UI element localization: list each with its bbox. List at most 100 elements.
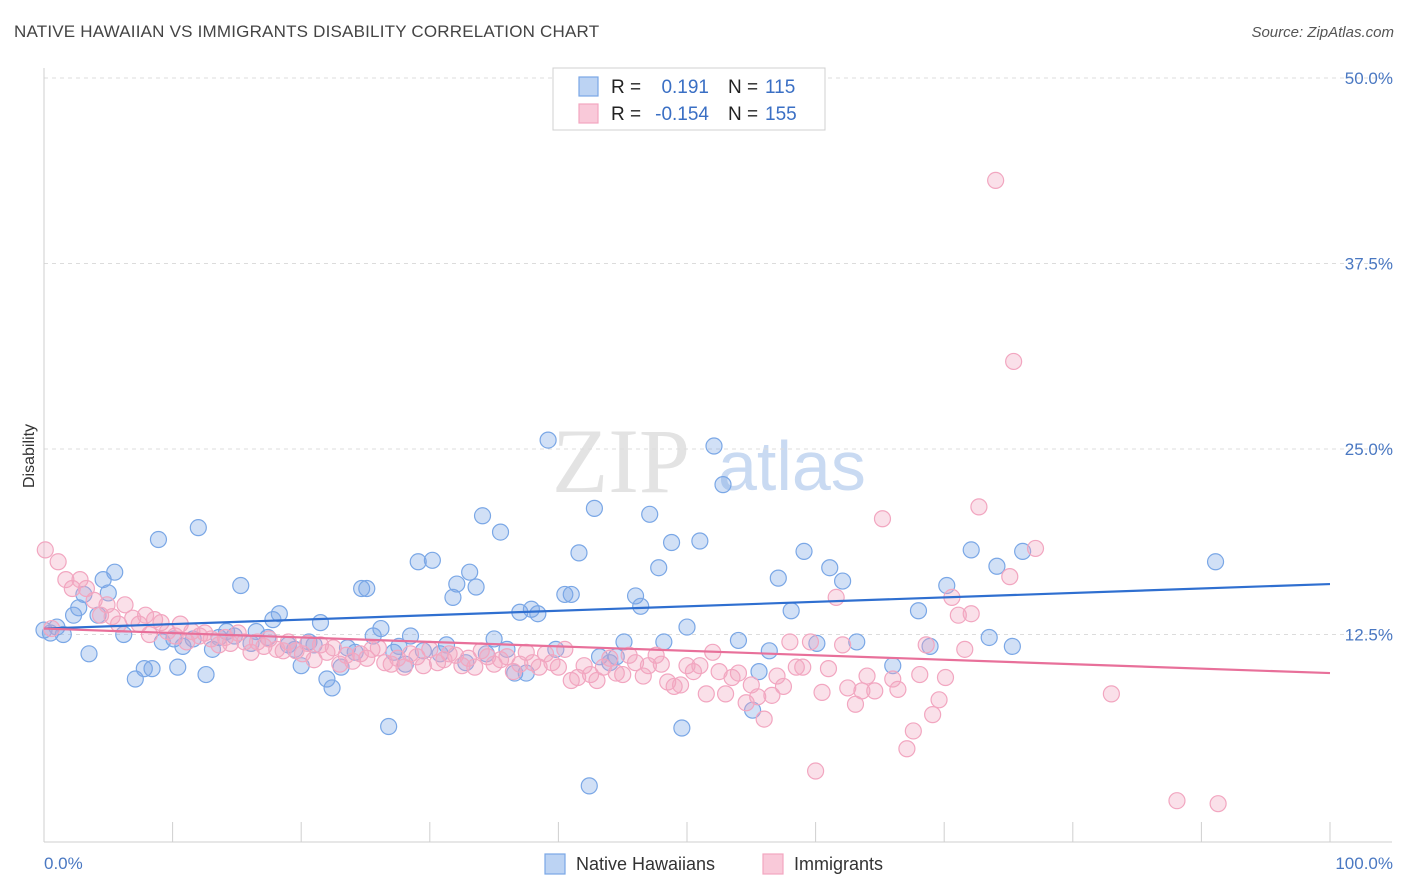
native-hawaiians-point-116: [1206, 553, 1225, 571]
native-hawaiians-point-78: [570, 544, 588, 562]
y-tick-label-3: 50.0%: [1345, 69, 1393, 88]
native-hawaiians-point-93: [691, 532, 709, 550]
native-hawaiians-point-90: [662, 533, 681, 552]
native-hawaiians-point-112: [980, 628, 998, 647]
immigrants-point-12: [116, 596, 134, 614]
native-hawaiians-point-60: [448, 575, 466, 593]
y-tick-label-0: 12.5%: [1345, 626, 1393, 645]
immigrants-point-54: [382, 655, 400, 673]
immigrants-point-119: [801, 633, 820, 651]
trend-lines: [43, 582, 1331, 675]
immigrants-point-58: [408, 648, 426, 666]
immigrants-point-143: [962, 605, 980, 623]
immigrants-point-135: [911, 665, 929, 684]
immigrants-point-124: [834, 636, 852, 654]
legend-r-value-blue: 0.191: [661, 77, 709, 98]
native-hawaiians-point-16: [149, 530, 168, 549]
immigrants-point-123: [827, 588, 845, 607]
native-hawaiians-point-108: [909, 602, 928, 620]
immigrants-point-0: [36, 541, 54, 559]
immigrants-point-149: [1102, 685, 1120, 703]
native-hawaiians-point-22: [189, 519, 207, 537]
immigrants-point-64: [446, 646, 465, 664]
native-hawaiians-point-63: [467, 578, 485, 596]
legend-r-label-blue: R =: [611, 77, 641, 98]
immigrants-point-132: [889, 680, 907, 699]
legend-swatch-pink: [578, 103, 599, 124]
immigrants-point-81: [556, 640, 574, 658]
immigrants-point-47: [337, 646, 355, 664]
native-hawaiians-point-76: [556, 585, 574, 604]
immigrants-trend-line: [43, 627, 1331, 675]
immigrants-point-147: [1005, 352, 1023, 371]
immigrants-point-89: [607, 664, 625, 682]
immigrants-points: [36, 171, 1227, 813]
immigrants-point-144: [970, 498, 988, 516]
native-hawaiians-point-54: [409, 553, 427, 571]
native-hawaiians-point-94: [705, 437, 723, 455]
immigrants-point-108: [729, 664, 748, 682]
x-tick-label-0: 0.0%: [44, 854, 83, 873]
immigrants-point-90: [614, 665, 632, 684]
native-hawaiians-point-86: [632, 597, 650, 615]
y-tick-label-2: 37.5%: [1345, 255, 1393, 274]
immigrants-point-3: [57, 570, 75, 589]
native-hawaiians-point-15: [143, 660, 161, 678]
immigrants-point-117: [787, 658, 805, 676]
immigrants-point-37: [274, 642, 292, 660]
native-hawaiians-point-79: [580, 777, 598, 795]
immigrants-point-2: [49, 553, 67, 571]
native-hawaiians-point-62: [461, 563, 479, 581]
immigrants-point-51: [363, 640, 381, 658]
immigrants-point-18: [152, 614, 170, 632]
immigrants-point-72: [498, 648, 516, 666]
immigrants-point-52: [369, 639, 387, 657]
immigrants-point-121: [813, 683, 831, 701]
immigrants-point-111: [749, 688, 767, 706]
legend-r-label-pink: R =: [611, 104, 641, 125]
bottom-legend-label-pink: Immigrants: [794, 854, 883, 874]
immigrants-point-141: [949, 606, 967, 624]
immigrants-point-142: [956, 640, 974, 658]
native-hawaiians-point-98: [750, 662, 768, 681]
immigrants-point-16: [140, 625, 159, 644]
native-hawaiians-point-103: [808, 634, 826, 653]
immigrants-point-137: [924, 706, 942, 724]
native-hawaiians-point-113: [988, 557, 1006, 575]
y-axis-title: Disability: [21, 424, 38, 488]
bottom-legend-swatch-blue: [544, 853, 566, 875]
immigrants-point-139: [936, 668, 955, 687]
immigrants-point-134: [904, 722, 922, 740]
immigrants-point-150: [1168, 792, 1186, 810]
immigrants-point-151: [1209, 795, 1227, 813]
native-hawaiians-point-67: [491, 523, 510, 541]
native-hawaiians-point-59: [444, 588, 462, 607]
legend-n-value-pink: 155: [765, 104, 797, 125]
native-hawaiians-point-48: [372, 619, 390, 638]
legend-n-label-blue: N =: [728, 77, 758, 98]
immigrants-point-55: [389, 649, 407, 667]
native-hawaiians-point-115: [1014, 542, 1032, 560]
immigrants-point-98: [665, 677, 683, 696]
native-hawaiians-point-19: [169, 658, 187, 676]
native-hawaiians-point-111: [962, 541, 980, 559]
immigrants-point-59: [414, 657, 432, 675]
immigrants-point-95: [647, 646, 665, 664]
immigrants-point-93: [634, 667, 652, 685]
immigrants-point-15: [136, 606, 155, 624]
bottom-legend-swatch-pink: [762, 853, 784, 875]
immigrants-point-84: [575, 657, 593, 675]
native-hawaiians-point-77: [562, 585, 580, 604]
native-hawaiians-point-104: [821, 559, 839, 577]
native-hawaiians-point-49: [380, 717, 398, 736]
native-hawaiians-point-56: [423, 551, 441, 569]
native-hawaiians-point-11: [106, 563, 124, 581]
native-hawaiians-point-64: [473, 507, 492, 525]
chart-title: NATIVE HAWAIIAN VS IMMIGRANTS DISABILITY…: [14, 22, 600, 41]
watermark-zip: ZIP: [552, 410, 690, 512]
immigrants-point-6: [77, 579, 96, 598]
immigrants-point-67: [466, 658, 484, 676]
immigrants-point-103: [697, 685, 715, 703]
legend-swatch-blue: [578, 76, 599, 97]
immigrants-point-102: [691, 657, 709, 675]
